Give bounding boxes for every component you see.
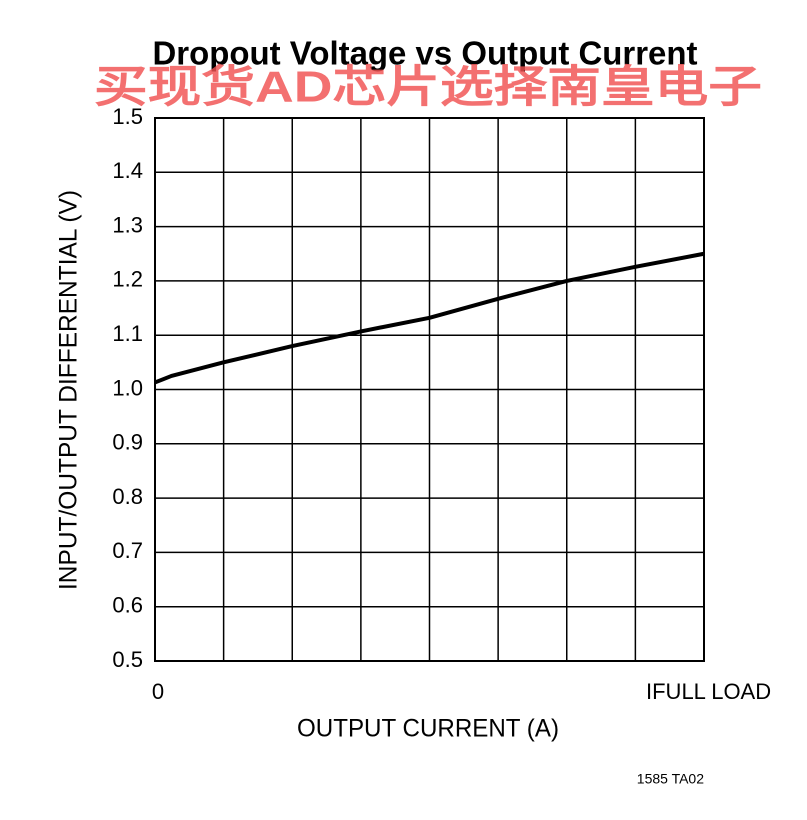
- y-tick-label: 1.5: [112, 104, 143, 129]
- x-tick-label: IFULL LOAD: [646, 679, 771, 704]
- plot-frame: [154, 117, 705, 662]
- y-tick-label: 0.5: [112, 647, 143, 672]
- y-tick-label: 1.0: [112, 375, 143, 400]
- watermark: 买现货AD芯片选择南皇电子: [94, 63, 762, 112]
- y-tick-label: 1.3: [112, 212, 143, 237]
- y-tick-label: 1.4: [112, 158, 143, 183]
- y-tick-label: 0.9: [112, 430, 143, 455]
- y-tick-label: 0.8: [112, 484, 143, 509]
- chart-title: Dropout Voltage vs Output Current: [153, 35, 698, 72]
- footnote: 1585 TA02: [637, 771, 704, 787]
- x-tick-label: 0: [152, 679, 164, 704]
- x-axis-label: OUTPUT CURRENT (A): [297, 715, 559, 743]
- line-series: [154, 251, 705, 385]
- y-tick-label: 0.7: [112, 538, 143, 563]
- y-tick-label: 0.6: [112, 593, 143, 618]
- y-tick-label: 1.2: [112, 267, 143, 292]
- y-tick-label: 1.1: [112, 321, 143, 346]
- y-axis-label: INPUT/OUTPUT DIFFERENTIAL (V): [55, 190, 83, 590]
